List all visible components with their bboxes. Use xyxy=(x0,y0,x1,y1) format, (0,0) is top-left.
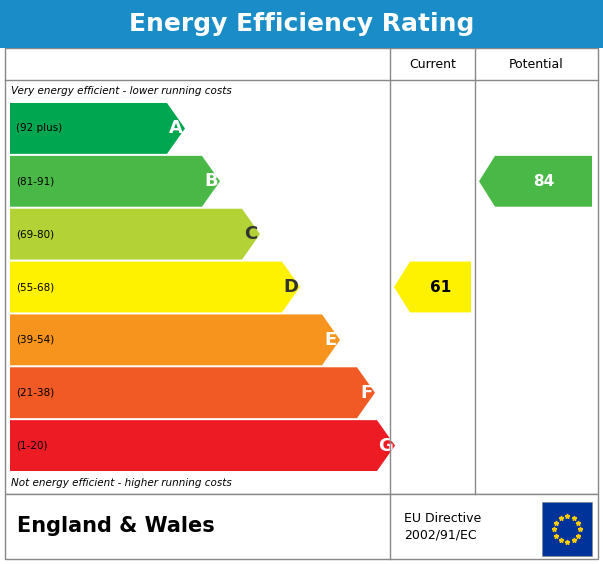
Polygon shape xyxy=(394,262,471,312)
Text: D: D xyxy=(283,278,298,296)
Text: (92 plus): (92 plus) xyxy=(16,124,62,134)
Text: Potential: Potential xyxy=(509,58,564,70)
Text: F: F xyxy=(360,384,372,402)
Text: 61: 61 xyxy=(430,280,451,294)
Text: E: E xyxy=(325,331,337,349)
Polygon shape xyxy=(479,156,592,207)
Text: (21-38): (21-38) xyxy=(16,387,54,398)
Text: A: A xyxy=(169,120,183,138)
Text: England & Wales: England & Wales xyxy=(17,517,215,536)
Polygon shape xyxy=(10,156,220,207)
Text: Energy Efficiency Rating: Energy Efficiency Rating xyxy=(129,12,474,36)
Polygon shape xyxy=(10,367,375,418)
Polygon shape xyxy=(10,209,260,259)
Bar xyxy=(5,494,598,559)
Text: Not energy efficient - higher running costs: Not energy efficient - higher running co… xyxy=(11,478,232,488)
Text: (81-91): (81-91) xyxy=(16,177,54,186)
Text: (1-20): (1-20) xyxy=(16,440,48,451)
Text: B: B xyxy=(204,172,218,190)
Text: G: G xyxy=(379,437,393,455)
Text: (55-68): (55-68) xyxy=(16,282,54,292)
Polygon shape xyxy=(10,420,395,471)
Text: C: C xyxy=(244,225,257,243)
Text: 84: 84 xyxy=(533,174,554,189)
Bar xyxy=(5,48,598,494)
Polygon shape xyxy=(10,262,300,312)
Text: (69-80): (69-80) xyxy=(16,229,54,239)
Polygon shape xyxy=(10,314,340,365)
Text: (39-54): (39-54) xyxy=(16,335,54,345)
Bar xyxy=(542,502,592,556)
Text: EU Directive: EU Directive xyxy=(404,512,481,525)
Bar xyxy=(0,0,603,48)
Polygon shape xyxy=(10,103,185,154)
Text: 2002/91/EC: 2002/91/EC xyxy=(404,528,476,541)
Text: Very energy efficient - lower running costs: Very energy efficient - lower running co… xyxy=(11,86,232,96)
Text: Current: Current xyxy=(409,58,456,70)
